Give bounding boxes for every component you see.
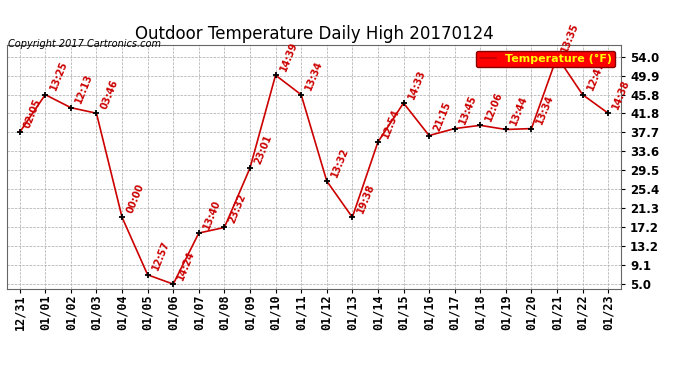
Text: 13:32: 13:32 [330, 146, 351, 178]
Text: 13:25: 13:25 [48, 59, 69, 92]
Text: 12:13: 12:13 [74, 72, 95, 105]
Text: 23:01: 23:01 [253, 133, 274, 165]
Text: 12:47: 12:47 [585, 59, 607, 92]
Text: 03:46: 03:46 [99, 78, 120, 111]
Text: 13:45: 13:45 [457, 93, 478, 126]
Text: 13:34: 13:34 [534, 93, 555, 126]
Text: 13:35: 13:35 [560, 21, 581, 54]
Legend: Temperature (°F): Temperature (°F) [476, 51, 615, 67]
Text: 02:05: 02:05 [23, 97, 43, 129]
Text: 00:00: 00:00 [125, 182, 146, 214]
Text: 13:44: 13:44 [509, 94, 529, 127]
Text: 12:54: 12:54 [381, 107, 402, 139]
Text: 13:34: 13:34 [304, 59, 325, 92]
Text: 14:39: 14:39 [278, 40, 299, 72]
Text: 12:06: 12:06 [483, 90, 504, 123]
Text: 12:57: 12:57 [150, 240, 171, 272]
Title: Outdoor Temperature Daily High 20170124: Outdoor Temperature Daily High 20170124 [135, 26, 493, 44]
Text: Copyright 2017 Cartronics.com: Copyright 2017 Cartronics.com [8, 39, 161, 50]
Text: 14:33: 14:33 [406, 68, 427, 100]
Text: 19:38: 19:38 [355, 182, 376, 214]
Text: 14:38: 14:38 [611, 78, 632, 111]
Text: 14:24: 14:24 [176, 249, 197, 281]
Text: 23:32: 23:32 [227, 192, 248, 225]
Text: 13:40: 13:40 [201, 198, 222, 230]
Text: 21:15: 21:15 [432, 100, 453, 133]
